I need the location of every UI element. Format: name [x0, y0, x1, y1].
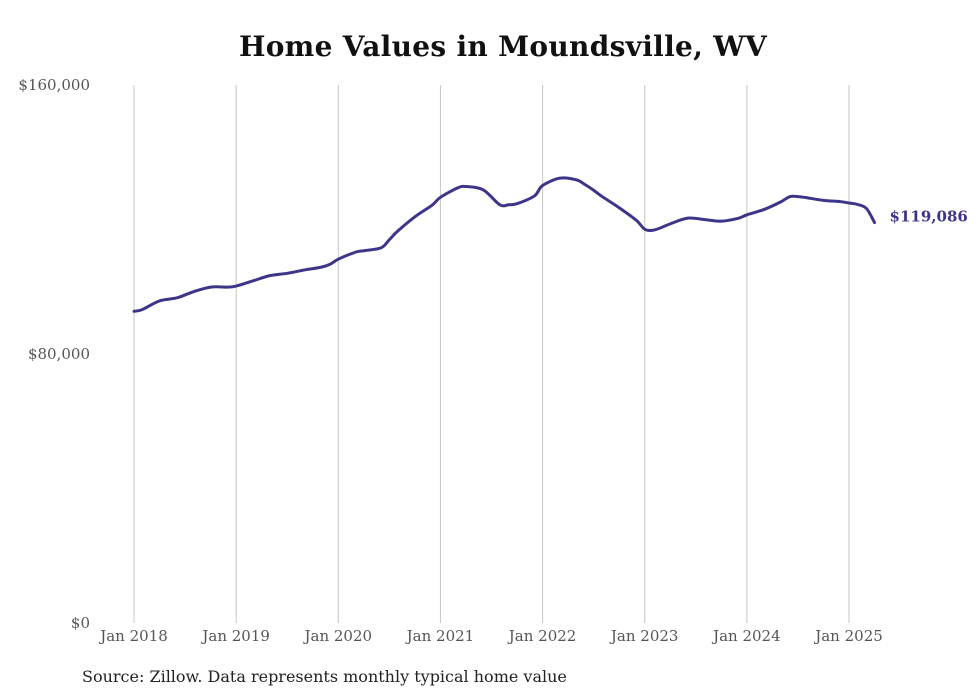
- grid-layer: [133, 85, 850, 623]
- y-axis-ticks: $0 $80,000 $160,000: [18, 76, 90, 632]
- end-value-label: $119,086: [890, 208, 968, 226]
- x-tick-label: Jan 2021: [405, 627, 475, 645]
- end-label-layer: $119,086: [890, 208, 968, 226]
- series-layer: [132, 176, 877, 313]
- series-line: [132, 176, 877, 313]
- y-tick-label: $160,000: [18, 76, 90, 94]
- x-tick-label: Jan 2018: [98, 627, 168, 645]
- x-tick-label: Jan 2023: [609, 627, 679, 645]
- x-tick-label: Jan 2020: [303, 627, 373, 645]
- chart-title: Home Values in Moundsville, WV: [238, 30, 768, 63]
- x-tick-label: Jan 2022: [507, 627, 577, 645]
- y-tick-label: $80,000: [28, 345, 90, 363]
- x-tick-label: Jan 2019: [200, 627, 270, 645]
- source-note: Source: Zillow. Data represents monthly …: [82, 667, 567, 686]
- x-tick-label: Jan 2025: [813, 627, 883, 645]
- x-axis-ticks: Jan 2018 Jan 2019 Jan 2020 Jan 2021 Jan 2022…: [98, 627, 883, 645]
- y-tick-label: $0: [71, 614, 90, 632]
- x-tick-label: Jan 2024: [711, 627, 781, 645]
